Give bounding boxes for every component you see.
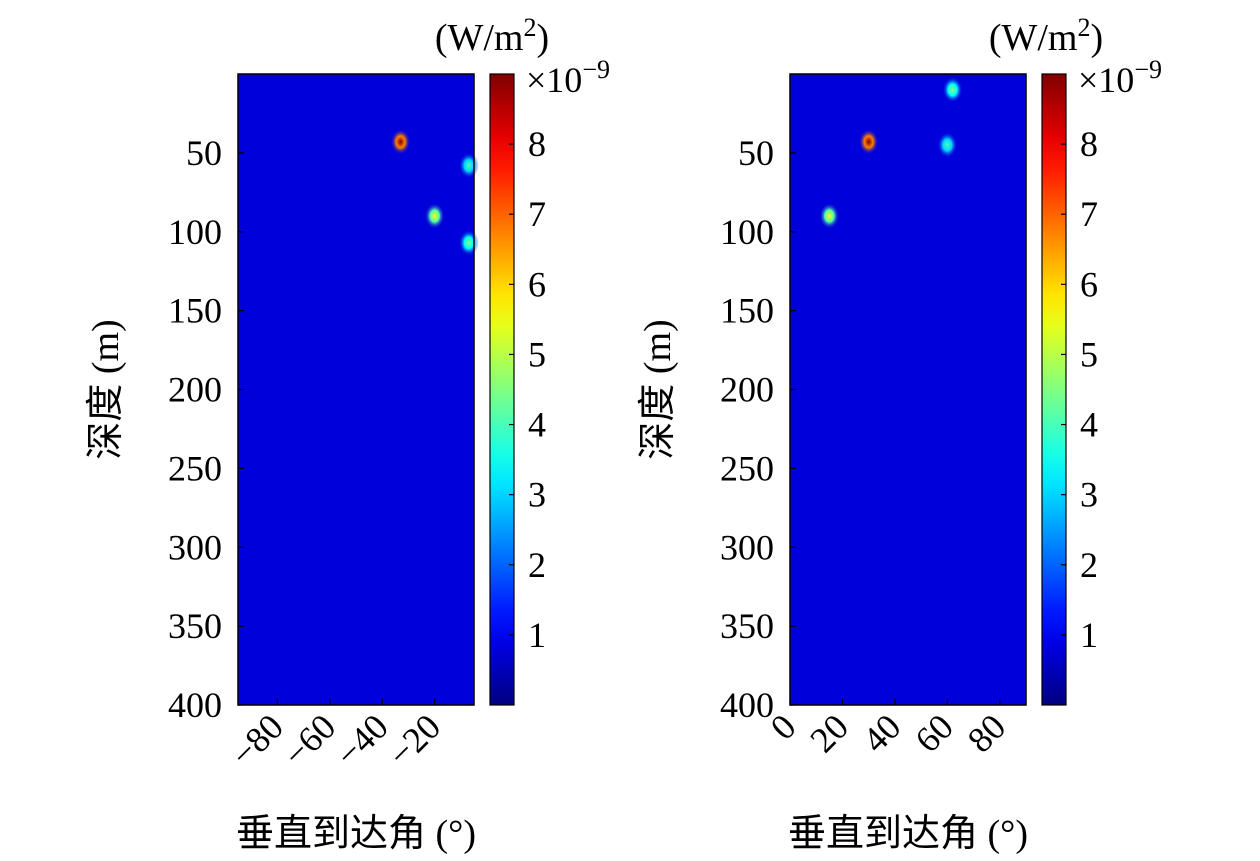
colorbar-tick-label: 6 (528, 264, 546, 304)
x-tick-label: 20 (802, 706, 856, 760)
y-tick-label: 250 (720, 448, 774, 488)
heatmap-peak (819, 202, 840, 229)
colorbar-tick-label: 1 (528, 615, 546, 655)
heatmap-peak (458, 152, 479, 179)
y-tick-label: 350 (168, 606, 222, 646)
colorbar-tick-label: 4 (528, 405, 546, 445)
y-tick-label: 150 (720, 291, 774, 331)
y-axis-title: 深度 (m) (85, 319, 127, 459)
heatmap-peak (458, 229, 479, 256)
colorbar-tick-label: 6 (1080, 264, 1098, 304)
colorbar-tick-label: 2 (1080, 545, 1098, 585)
y-tick-label: 400 (720, 685, 774, 725)
colorbar-tick-label: 8 (528, 124, 546, 164)
y-tick-label: 50 (186, 133, 222, 173)
colorbar-tick-label: 2 (528, 545, 546, 585)
colorbar-tick-label: 8 (1080, 124, 1098, 164)
colorbar-tick-label: 5 (528, 334, 546, 374)
y-tick-label: 300 (168, 527, 222, 567)
x-tick-label: 60 (907, 706, 961, 760)
y-tick-label: 300 (720, 527, 774, 567)
y-tick-label: 100 (168, 212, 222, 252)
y-tick-label: 200 (720, 370, 774, 410)
heatmap-background (790, 74, 1026, 705)
colorbar-tick-label: 4 (1080, 405, 1098, 445)
heatmap-peak (937, 131, 958, 158)
y-tick-label: 50 (738, 133, 774, 173)
colorbar (1041, 73, 1067, 706)
x-axis-title: 垂直到达角 (°) (788, 813, 1028, 855)
x-tick-label: −20 (380, 706, 448, 774)
colorbar (489, 73, 515, 706)
colorbar-multiplier: ×10−9 (1078, 55, 1162, 100)
colorbar-unit-label: (W/m2) (989, 13, 1103, 59)
y-tick-label: 150 (168, 291, 222, 331)
heatmap-peak (858, 128, 879, 155)
y-tick-label: 350 (720, 606, 774, 646)
y-tick-label: 200 (168, 370, 222, 410)
x-axis-title: 垂直到达角 (°) (236, 813, 476, 855)
y-axis-title: 深度 (m) (637, 319, 679, 459)
heatmap-peak (942, 76, 963, 103)
heatmap-peak (424, 202, 445, 229)
x-tick-label: 40 (855, 706, 909, 760)
heatmap-panel-negative-angles: 50 100 150 200 250 300 350 400 −80 −60 −40 −20 深度 (m… (85, 13, 610, 855)
colorbar-multiplier: ×10−9 (526, 55, 610, 100)
colorbar-tick-label: 3 (528, 475, 546, 515)
colorbar-unit-label: (W/m2) (435, 13, 549, 59)
colorbar-tick-label: 5 (1080, 334, 1098, 374)
colorbar-tick-label: 1 (1080, 615, 1098, 655)
heatmap-peak (390, 128, 411, 155)
heatmap-panel-positive-angles: 50 100 150 200 250 300 350 400 0 20 40 60 80 深度 (m) 垂直… (552, 0, 1252, 861)
x-tick-label: 80 (960, 706, 1014, 760)
colorbar-tick-label: 3 (1080, 475, 1098, 515)
heatmap-background (238, 74, 474, 705)
y-tick-label: 250 (168, 448, 222, 488)
x-tick-label: 0 (763, 706, 804, 747)
y-tick-label: 400 (168, 685, 222, 725)
y-tick-label: 100 (720, 212, 774, 252)
colorbar-tick-label: 7 (1080, 194, 1098, 234)
colorbar-tick-label: 7 (528, 194, 546, 234)
